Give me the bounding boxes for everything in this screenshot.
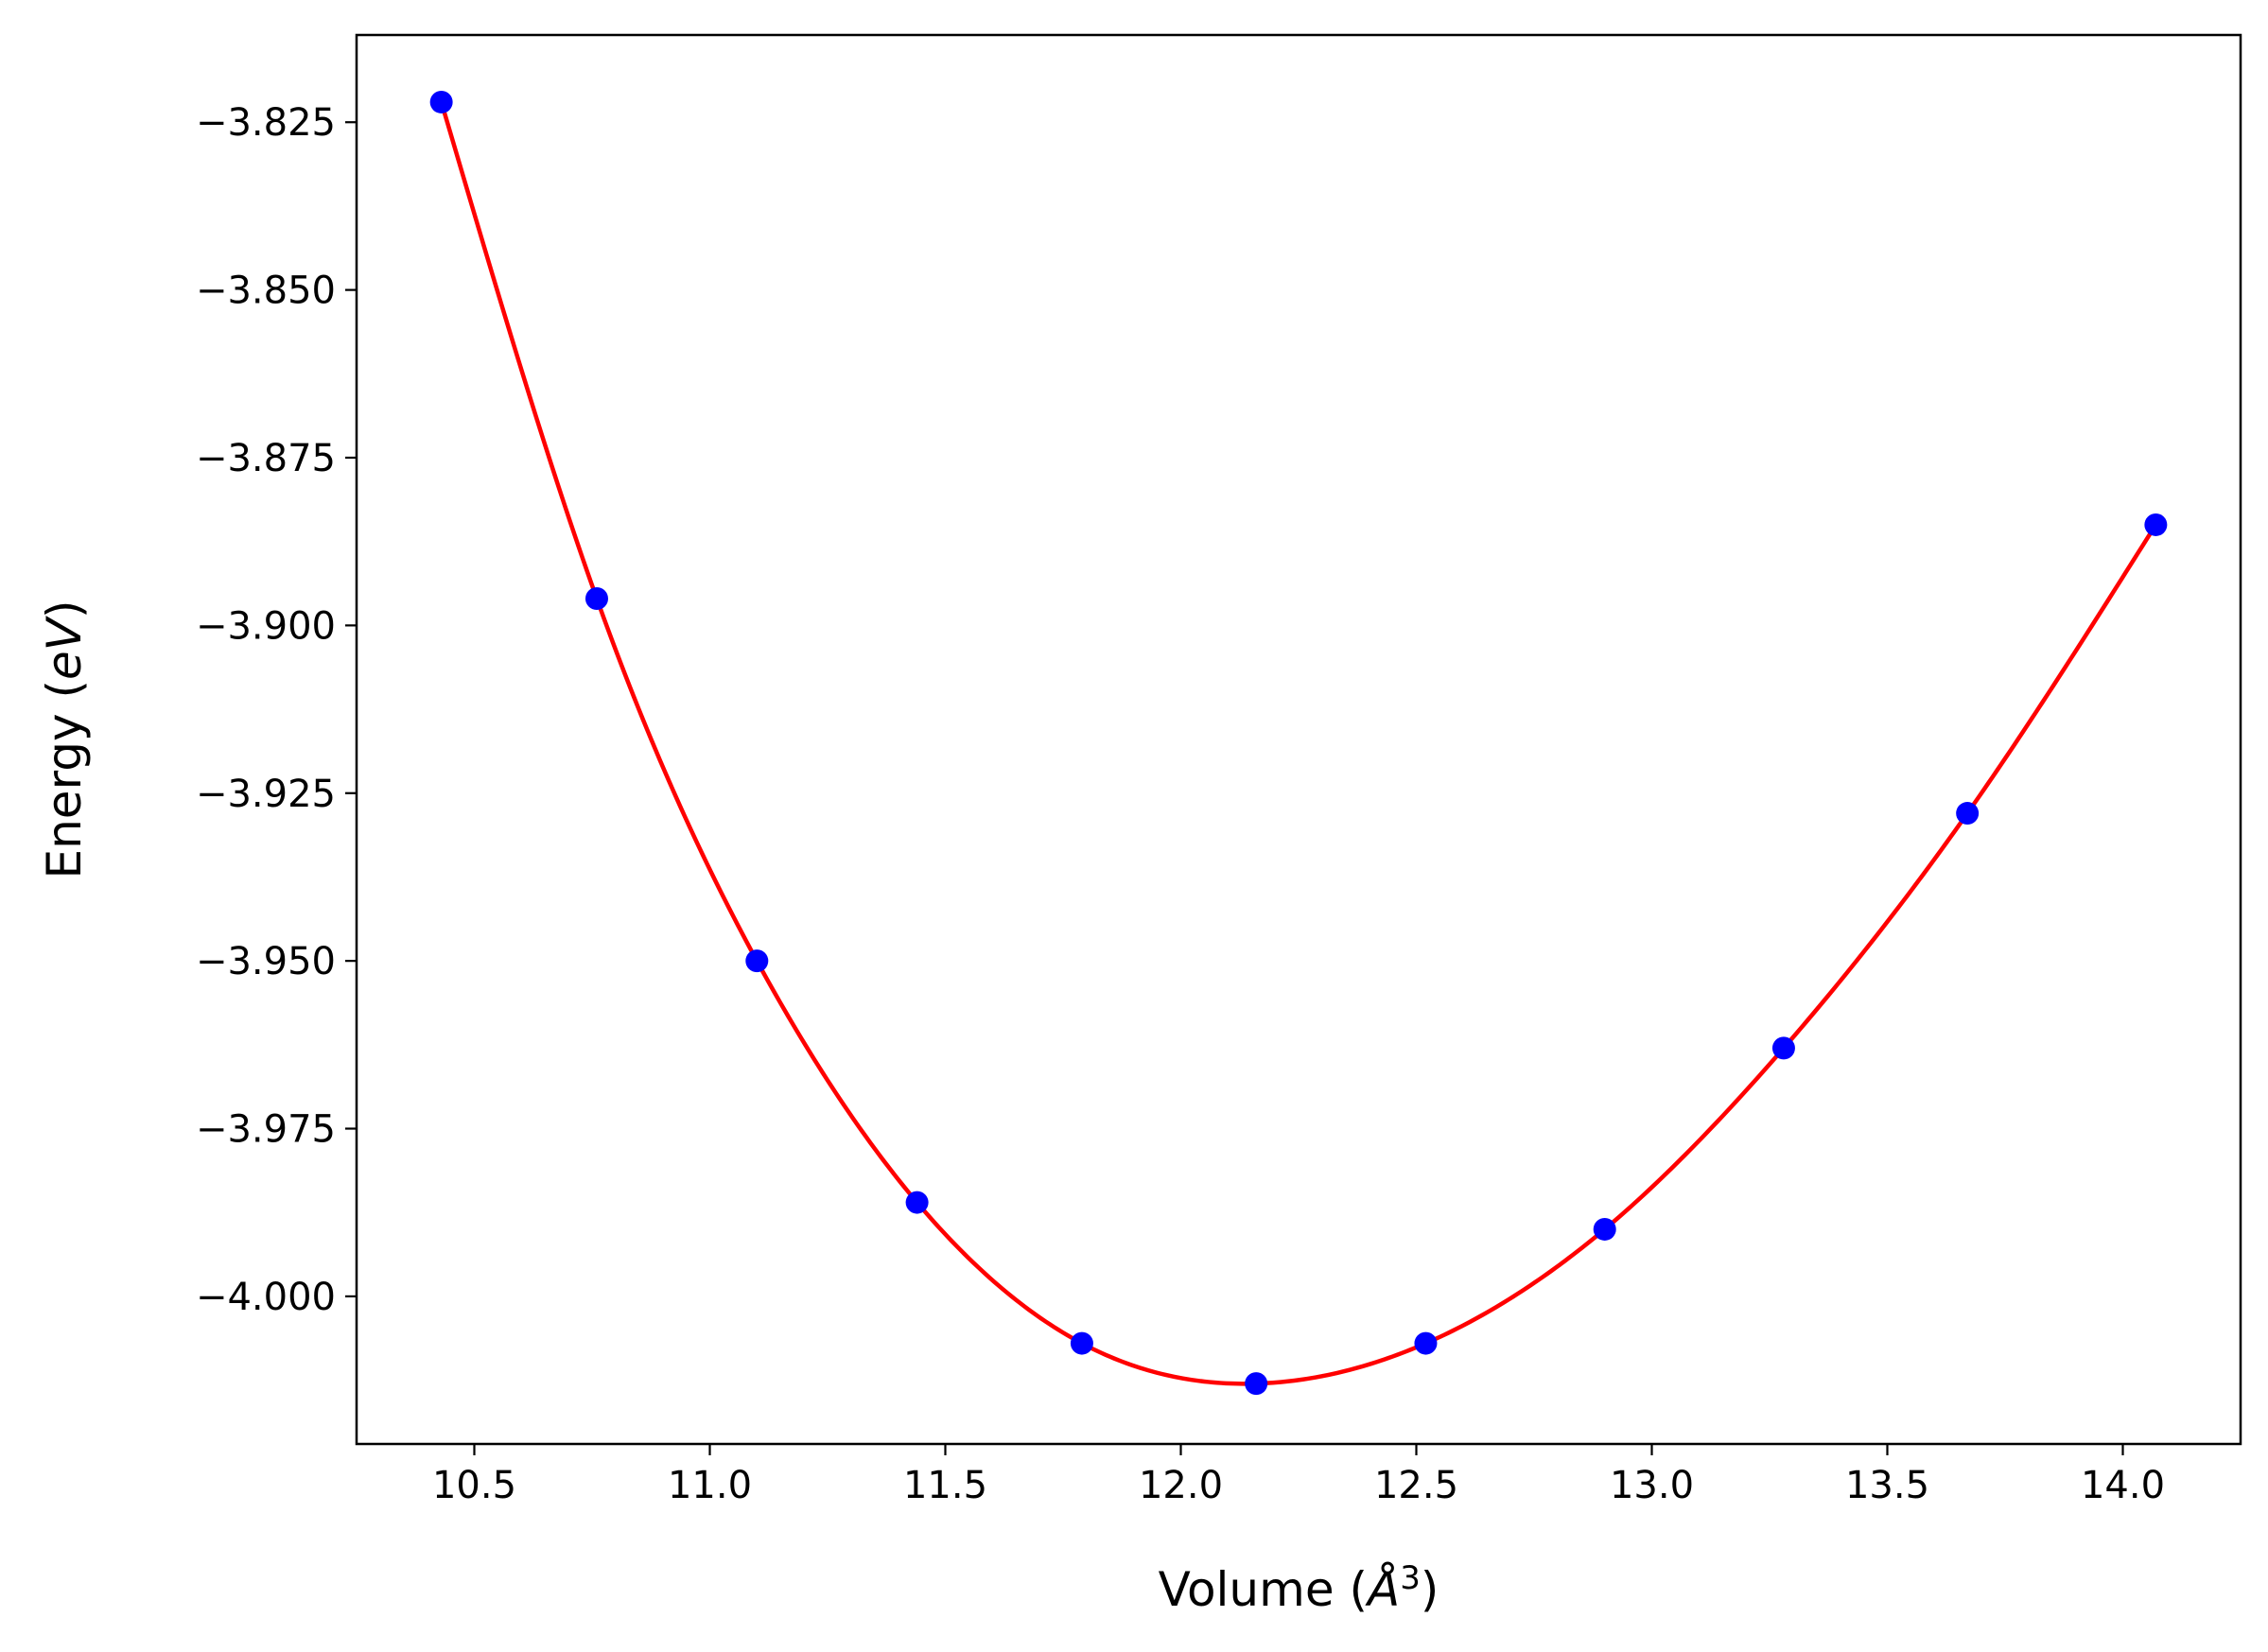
fit-curve-layer bbox=[439, 101, 2158, 1386]
data-point bbox=[584, 587, 608, 610]
x-tick-label: 12.5 bbox=[1374, 1464, 1458, 1507]
fit-curve bbox=[439, 101, 2158, 1386]
y-tick-label: −3.900 bbox=[196, 604, 336, 648]
x-tick-label: 14.0 bbox=[2081, 1464, 2165, 1507]
x-axis-label-prefix: Volume ( bbox=[1159, 1562, 1368, 1617]
y-axis-label-unit: eV bbox=[37, 615, 92, 680]
data-point bbox=[1414, 1331, 1438, 1355]
data-point bbox=[905, 1191, 929, 1214]
y-axis-label-prefix: Energy ( bbox=[37, 680, 92, 878]
plot-frame bbox=[355, 33, 2242, 1446]
y-axis-label-suffix: ) bbox=[37, 600, 92, 619]
data-point bbox=[429, 90, 453, 113]
data-point bbox=[1593, 1217, 1616, 1241]
y-tick-label: −3.850 bbox=[196, 270, 336, 313]
data-point bbox=[1245, 1372, 1268, 1396]
x-tick-label: 11.0 bbox=[668, 1464, 752, 1507]
x-axis-label-suffix: ) bbox=[1421, 1562, 1439, 1617]
x-axis-label: Volume (Å3) bbox=[1159, 1559, 1439, 1617]
data-point bbox=[1771, 1036, 1795, 1060]
x-tick-label: 12.0 bbox=[1139, 1464, 1223, 1507]
y-axis-ticks: −3.825 −3.850 −3.875 −3.900 −3.925 −3.950 −3.9… bbox=[196, 101, 357, 1319]
data-points-layer bbox=[429, 90, 2168, 1396]
y-tick-label: −4.000 bbox=[196, 1276, 336, 1319]
x-axis-ticks: 10.5 11.0 11.5 12.0 12.5 13.0 13.5 14.0 bbox=[432, 1444, 2165, 1507]
plot-area bbox=[357, 35, 2241, 1444]
y-axis-label: Energy (eV) bbox=[37, 600, 92, 879]
x-tick-label: 11.5 bbox=[903, 1464, 987, 1507]
y-tick-label: −3.950 bbox=[196, 940, 336, 983]
x-tick-label: 13.0 bbox=[1610, 1464, 1694, 1507]
x-axis-label-symbol: Å bbox=[1365, 1562, 1400, 1617]
data-point bbox=[1956, 802, 1980, 826]
data-point bbox=[1070, 1331, 1093, 1355]
y-tick-label: −3.875 bbox=[196, 437, 336, 480]
y-tick-label: −3.825 bbox=[196, 101, 336, 145]
y-tick-label: −3.925 bbox=[196, 773, 336, 816]
y-tick-label: −3.975 bbox=[196, 1108, 336, 1152]
x-axis-label-exponent: 3 bbox=[1400, 1559, 1421, 1597]
x-tick-label: 13.5 bbox=[1845, 1464, 1929, 1507]
x-tick-label: 10.5 bbox=[432, 1464, 516, 1507]
data-point bbox=[745, 949, 769, 973]
data-point bbox=[2144, 513, 2168, 536]
